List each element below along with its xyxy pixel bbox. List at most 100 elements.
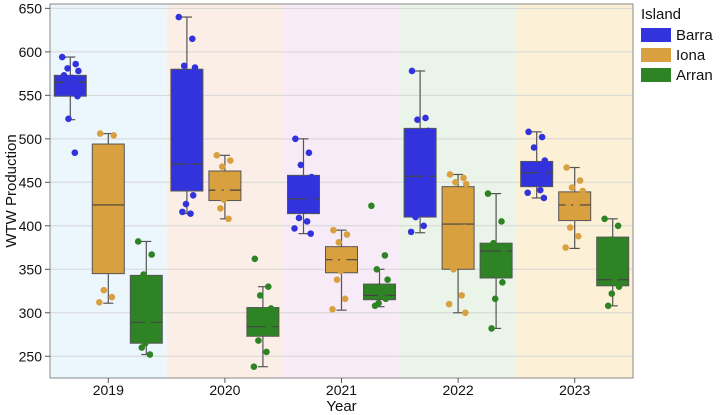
data-point bbox=[58, 53, 66, 61]
data-point bbox=[617, 248, 625, 256]
data-point bbox=[344, 260, 352, 268]
data-point bbox=[227, 192, 235, 199]
data-point bbox=[64, 65, 71, 72]
data-point bbox=[418, 161, 426, 169]
data-point bbox=[452, 179, 459, 186]
y-tick-label: 400 bbox=[19, 218, 43, 234]
data-point bbox=[614, 222, 622, 230]
data-point bbox=[535, 165, 542, 173]
data-point bbox=[371, 302, 379, 310]
data-point bbox=[331, 254, 339, 262]
data-point bbox=[570, 213, 578, 221]
data-point bbox=[565, 199, 572, 207]
y-tick-label: 500 bbox=[19, 131, 43, 147]
data-point bbox=[73, 77, 80, 84]
data-point bbox=[458, 292, 466, 299]
data-point bbox=[450, 265, 457, 273]
data-point bbox=[382, 295, 390, 303]
data-point bbox=[611, 274, 618, 282]
data-point bbox=[149, 330, 156, 337]
data-point bbox=[527, 161, 534, 169]
data-point bbox=[106, 185, 114, 192]
data-point bbox=[577, 206, 585, 214]
box-arran-2021 bbox=[363, 202, 396, 310]
box-barra-2021 bbox=[287, 135, 320, 237]
data-point bbox=[448, 202, 456, 210]
data-point bbox=[579, 187, 587, 195]
box-series bbox=[53, 13, 630, 370]
data-point bbox=[175, 13, 183, 21]
data-point bbox=[330, 226, 337, 234]
data-point bbox=[71, 149, 79, 157]
x-tick-label-2022: 2022 bbox=[443, 382, 474, 398]
data-point bbox=[308, 173, 315, 181]
y-tick-label: 600 bbox=[19, 44, 43, 60]
data-point bbox=[575, 232, 582, 240]
box-arran-2022 bbox=[479, 190, 513, 332]
legend-label-arran: Arran bbox=[676, 67, 713, 84]
data-point bbox=[601, 215, 608, 223]
data-point bbox=[58, 86, 65, 94]
data-point bbox=[604, 302, 612, 310]
data-point bbox=[218, 163, 226, 170]
data-point bbox=[384, 276, 391, 284]
data-point bbox=[142, 339, 149, 347]
box-barra-2020 bbox=[170, 13, 204, 217]
data-point bbox=[608, 290, 616, 297]
box-barra-2022 bbox=[403, 67, 437, 236]
data-point bbox=[255, 337, 262, 344]
legend: Island Barra Iona Arran bbox=[641, 6, 713, 84]
data-point bbox=[500, 247, 508, 255]
data-point bbox=[227, 157, 234, 164]
data-point bbox=[189, 35, 196, 43]
data-point bbox=[414, 116, 421, 123]
data-point bbox=[369, 286, 377, 294]
x-tick-label-2023: 2023 bbox=[559, 382, 590, 398]
data-point bbox=[381, 252, 389, 259]
data-point bbox=[111, 227, 118, 235]
data-point bbox=[299, 206, 306, 214]
data-point bbox=[539, 169, 547, 177]
data-point bbox=[185, 163, 192, 170]
data-point bbox=[563, 164, 570, 171]
data-point bbox=[329, 305, 336, 313]
data-point bbox=[337, 267, 344, 275]
legend-label-barra: Barra bbox=[676, 27, 713, 44]
data-point bbox=[566, 224, 574, 231]
y-tick-label: 450 bbox=[19, 174, 43, 190]
data-point bbox=[102, 154, 109, 162]
data-point bbox=[423, 174, 430, 182]
data-point bbox=[100, 286, 108, 294]
data-point bbox=[65, 115, 72, 123]
data-point bbox=[524, 189, 532, 197]
data-point bbox=[146, 351, 154, 358]
y-axis-ticks: 250 300 350 400 450 500 550 600 650 bbox=[19, 0, 50, 364]
data-point bbox=[110, 132, 117, 139]
data-point bbox=[104, 245, 111, 252]
data-point bbox=[96, 299, 103, 306]
data-point bbox=[562, 244, 570, 251]
data-point bbox=[250, 363, 258, 370]
data-point bbox=[263, 348, 270, 356]
data-point bbox=[461, 224, 468, 231]
data-point bbox=[573, 201, 580, 209]
data-point bbox=[251, 255, 259, 263]
data-point bbox=[490, 239, 497, 247]
data-point bbox=[151, 283, 158, 290]
data-point bbox=[177, 123, 184, 130]
data-point bbox=[108, 293, 116, 301]
data-point bbox=[223, 187, 230, 195]
data-point bbox=[341, 295, 349, 303]
data-point bbox=[292, 135, 299, 143]
data-point bbox=[462, 180, 470, 188]
data-point bbox=[297, 161, 305, 169]
data-point bbox=[74, 92, 81, 100]
data-point bbox=[346, 246, 353, 254]
iqr-box bbox=[403, 127, 437, 218]
box-iona-2021 bbox=[325, 226, 358, 313]
data-point bbox=[462, 309, 469, 317]
data-point bbox=[258, 328, 266, 336]
data-point bbox=[98, 161, 106, 169]
data-point bbox=[220, 196, 228, 203]
